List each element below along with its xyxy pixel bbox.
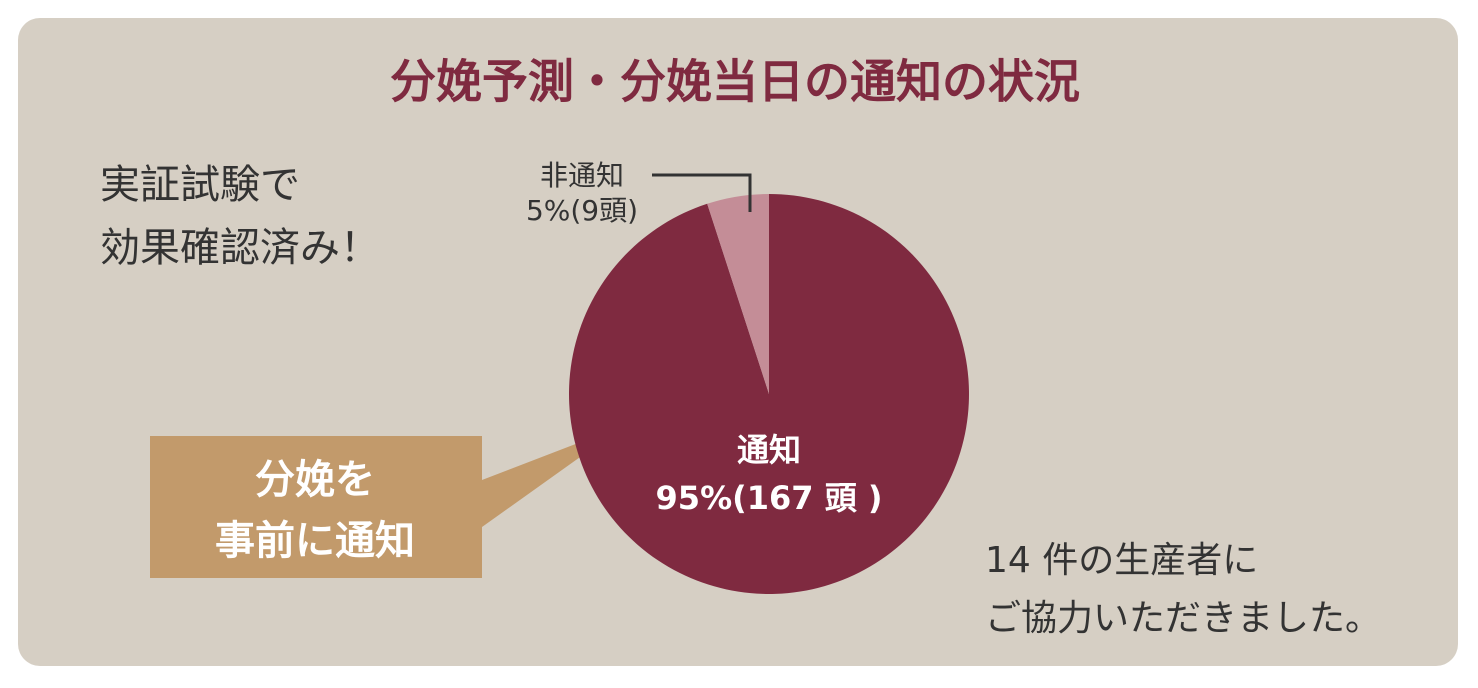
footer: ご協力いただきました。 — [985, 598, 1381, 639]
leader-line — [652, 173, 752, 212]
pie-slice — [568, 194, 969, 594]
claim: 実証試験で — [100, 162, 300, 208]
pie-slice — [707, 194, 769, 394]
callout: 分娩を — [255, 457, 375, 503]
chart-title: 分娩予測・分娩当日の通知の状況 — [390, 55, 1080, 109]
pie — [568, 194, 969, 594]
callout-box — [150, 425, 625, 578]
value-label: 95%(167 頭 ) — [656, 479, 883, 517]
footer: 14 件の生産者に — [985, 540, 1258, 581]
slice-label: 非通知 — [540, 159, 624, 192]
value-label: 5%(9頭) — [526, 194, 638, 227]
slice-label: 通知 — [737, 431, 801, 469]
claim: 効果確認済み！ — [100, 225, 380, 271]
callout: 事前に通知 — [215, 518, 415, 564]
